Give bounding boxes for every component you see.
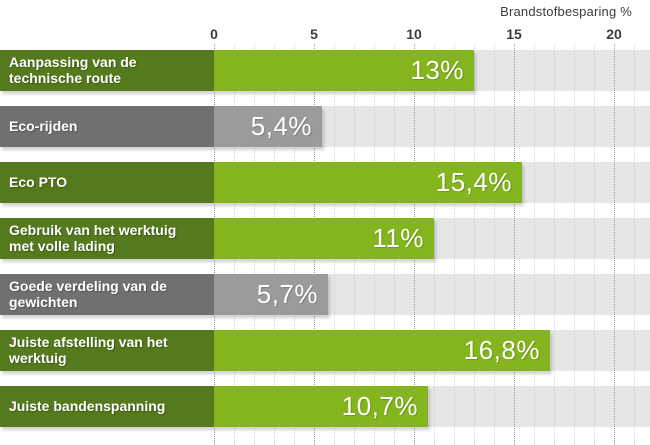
category-label-block: Juiste afstelling van het werktuig — [0, 330, 214, 371]
major-gridline — [514, 44, 515, 445]
category-label-block: Goede verdeling van de gewichten — [0, 274, 214, 315]
major-gridline — [614, 44, 615, 445]
bar-value-label: 15,4% — [435, 167, 512, 197]
bar-value-label: 16,8% — [463, 335, 540, 365]
category-label-block: Eco PTO — [0, 162, 214, 203]
minor-gridline — [434, 44, 435, 445]
bar-value-label: 13% — [410, 55, 464, 85]
x-tick-label: 5 — [310, 26, 318, 42]
bar-row: Aanpassing van de technische route 13% — [0, 50, 650, 91]
bar-value-label: 11% — [372, 223, 424, 253]
category-label: Juiste afstelling van het werktuig — [9, 333, 168, 366]
minor-gridline — [594, 44, 595, 445]
category-label-block: Gebruik van het werktuig met volle ladin… — [0, 218, 214, 259]
minor-gridline — [554, 44, 555, 445]
category-label-block: Juiste bandenspanning — [0, 386, 214, 427]
category-label: Goede verdeling van de gewichten — [9, 277, 167, 310]
value-bar: 10,7% — [214, 386, 428, 427]
value-bar: 5,4% — [214, 106, 322, 147]
bar-row: Juiste afstelling van het werktuig 16,8% — [0, 330, 650, 371]
bar-value-label: 10,7% — [341, 391, 418, 421]
x-tick-label: 0 — [210, 26, 218, 42]
category-label-block: Aanpassing van de technische route — [0, 50, 214, 91]
value-bar: 16,8% — [214, 330, 550, 371]
category-label: Aanpassing van de technische route — [9, 53, 137, 86]
bar-value-label: 5,7% — [256, 279, 318, 309]
x-tick-label: 10 — [406, 26, 422, 42]
minor-gridline — [454, 44, 455, 445]
bar-row: Goede verdeling van de gewichten 5,7% — [0, 274, 650, 315]
axis-title: Brandstofbesparing % — [500, 4, 632, 19]
minor-gridline — [474, 44, 475, 445]
category-label: Juiste bandenspanning — [9, 397, 166, 414]
bar-row: Gebruik van het werktuig met volle ladin… — [0, 218, 650, 259]
category-label: Gebruik van het werktuig met volle ladin… — [9, 221, 177, 254]
value-bar: 11% — [214, 218, 434, 259]
value-bar: 15,4% — [214, 162, 522, 203]
bar-row: Eco-rijden 5,4% — [0, 106, 650, 147]
x-tick-label: 15 — [506, 26, 522, 42]
value-bar: 13% — [214, 50, 474, 91]
minor-gridline — [634, 44, 635, 445]
minor-gridline — [574, 44, 575, 445]
minor-gridline — [494, 44, 495, 445]
category-label-block: Eco-rijden — [0, 106, 214, 147]
bar-row: Juiste bandenspanning 10,7% — [0, 386, 650, 427]
minor-gridline — [534, 44, 535, 445]
value-bar: 5,7% — [214, 274, 328, 315]
x-tick-label: 20 — [606, 26, 622, 42]
bar-row: Eco PTO 15,4% — [0, 162, 650, 203]
bar-value-label: 5,4% — [250, 111, 312, 141]
category-label: Eco-rijden — [9, 117, 78, 134]
category-label: Eco PTO — [9, 173, 68, 190]
